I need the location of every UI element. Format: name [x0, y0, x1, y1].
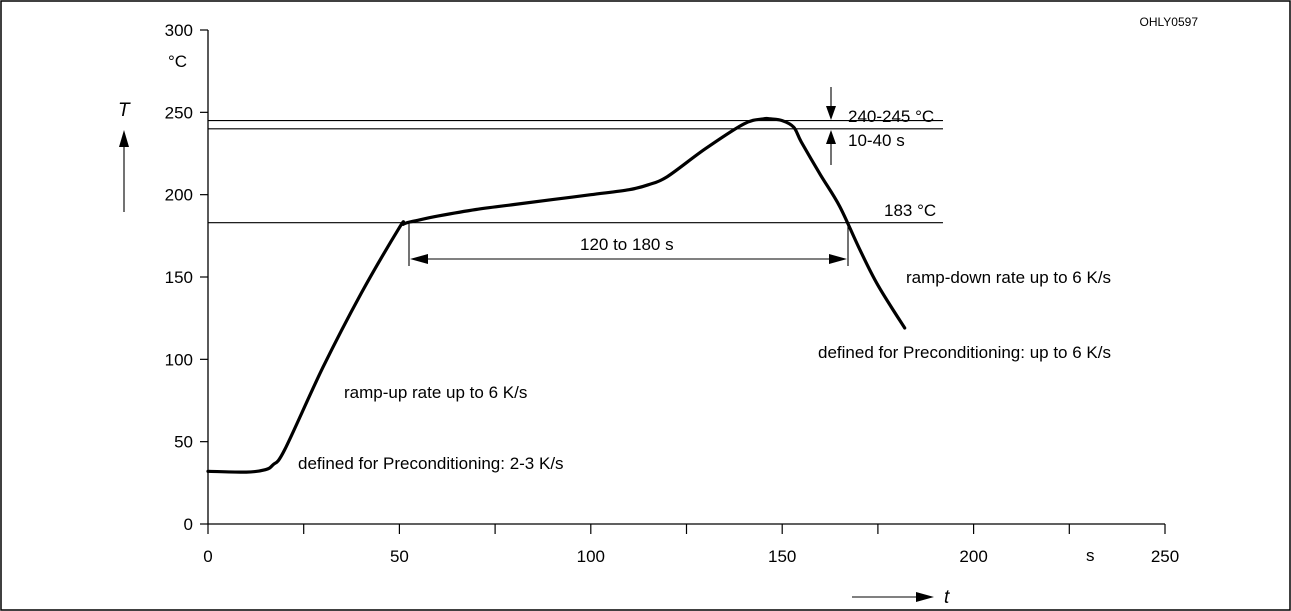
ramp-up-precond-annotation: defined for Preconditioning: 2-3 K/s [298, 454, 564, 473]
ramp-down-precond-annotation: defined for Preconditioning: up to 6 K/s [818, 343, 1111, 362]
y-tick-label: 200 [165, 186, 193, 205]
x-unit-label: s [1086, 546, 1095, 565]
reference-lines [208, 120, 943, 224]
liquidus-time-dimension [408, 222, 849, 266]
x-tick-label: 50 [390, 547, 409, 566]
y-tick-label: 250 [165, 103, 193, 122]
x-tick-label: 250 [1151, 547, 1179, 566]
x-axis-arrow [852, 592, 934, 602]
peak-temp-annotation: 240-245 °C [848, 107, 934, 126]
temperature-curve [206, 116, 907, 474]
ramp-down-annotation: ramp-down rate up to 6 K/s [906, 268, 1111, 287]
y-tick-label: 50 [174, 433, 193, 452]
peak-time-annotation: 10-40 s [848, 131, 905, 150]
y-tick-label: 100 [165, 350, 193, 369]
tick-labels: 0 50 100 150 200 250 0 50 100 150 200 250 300 [165, 21, 1180, 566]
x-tick-label: 100 [577, 547, 605, 566]
figure-id: OHLY0597 [1140, 15, 1199, 29]
y-unit-label: °C [168, 52, 187, 71]
x-axis-label: t [944, 587, 950, 608]
y-axis-label: T [118, 100, 131, 121]
ticks [200, 29, 1166, 534]
y-tick-label: 300 [165, 21, 193, 40]
ramp-up-annotation: ramp-up rate up to 6 K/s [344, 383, 527, 402]
liquidus-time-annotation: 120 to 180 s [580, 235, 674, 254]
y-axis-arrow [119, 130, 129, 212]
x-tick-label: 200 [959, 547, 987, 566]
x-tick-label: 0 [203, 547, 212, 566]
liquidus-annotation: 183 °C [884, 201, 936, 220]
y-tick-label: 0 [184, 515, 193, 534]
x-tick-label: 150 [768, 547, 796, 566]
peak-dimension-arrows [826, 87, 836, 165]
y-tick-label: 150 [165, 268, 193, 287]
